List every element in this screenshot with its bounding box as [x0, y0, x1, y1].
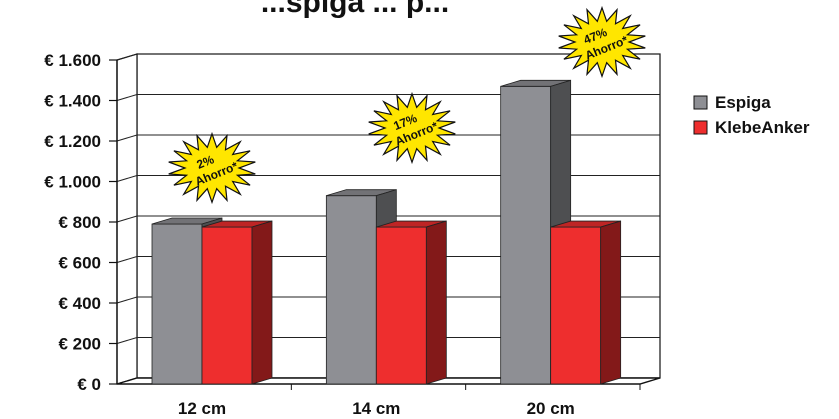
gridline [116, 175, 138, 182]
bar-klebeanker-14cm [375, 226, 427, 385]
bar-klebeanker-12cm [201, 226, 253, 385]
x-tick-label: 12 cm [178, 399, 226, 418]
y-tick-label: € 1.400 [44, 92, 101, 111]
starburst-shape [558, 5, 646, 79]
starburst-shape [368, 91, 456, 165]
gridline [116, 296, 138, 304]
gridline [116, 94, 138, 101]
y-tick-label: € 1.200 [44, 132, 101, 151]
bar-espiga-14cm [325, 195, 377, 385]
y-tick-label: € 400 [58, 294, 101, 313]
y-tick-label: € 1.600 [44, 51, 101, 70]
gridline [116, 337, 138, 344]
x-axis-labels: 12 cm 14 cm 20 cm [178, 384, 641, 418]
y-axis-ticks: € 0 € 200 € 400 € 600 € 800 € 1.000 € 1.200 € 1… [44, 51, 118, 394]
legend-swatch-klebeanker [693, 120, 708, 135]
y-tick-label: € 200 [58, 335, 101, 354]
gridline [116, 256, 138, 263]
starburst-shape [168, 131, 256, 205]
bar-espiga-12cm [151, 223, 203, 385]
y-tick-label: € 0 [77, 375, 101, 394]
bars [151, 79, 622, 385]
gridline [116, 53, 138, 61]
bar-klebeanker-20cm [550, 226, 602, 385]
bar-espiga-20cm [500, 85, 552, 385]
bar-side [600, 220, 622, 385]
legend-label-klebeanker: KlebeAnker [715, 118, 810, 137]
x-tick-label: 20 cm [527, 399, 575, 418]
savings-burst: 47%Ahorro* [558, 5, 646, 79]
savings-percent: 2% [195, 152, 217, 172]
gridline [116, 134, 138, 142]
savings-burst: 2%Ahorro* [168, 131, 256, 205]
y-tick-label: € 800 [58, 213, 101, 232]
y-tick-label: € 1.000 [44, 173, 101, 192]
legend-swatch-espiga [693, 95, 708, 110]
savings-burst: 17%Ahorro* [368, 91, 456, 165]
chart-title: ...spiga ... p... [261, 0, 449, 19]
legend-label-espiga: Espiga [715, 93, 771, 112]
bar-side [425, 220, 447, 385]
x-tick-label: 14 cm [352, 399, 400, 418]
y-tick-label: € 600 [58, 254, 101, 273]
bar-side [251, 220, 273, 385]
legend: Espiga KlebeAnker [693, 93, 810, 137]
savings-annotations: 2%Ahorro* 17%Ahorro* 47%Ahorro* [168, 5, 646, 205]
gridline [116, 215, 138, 223]
